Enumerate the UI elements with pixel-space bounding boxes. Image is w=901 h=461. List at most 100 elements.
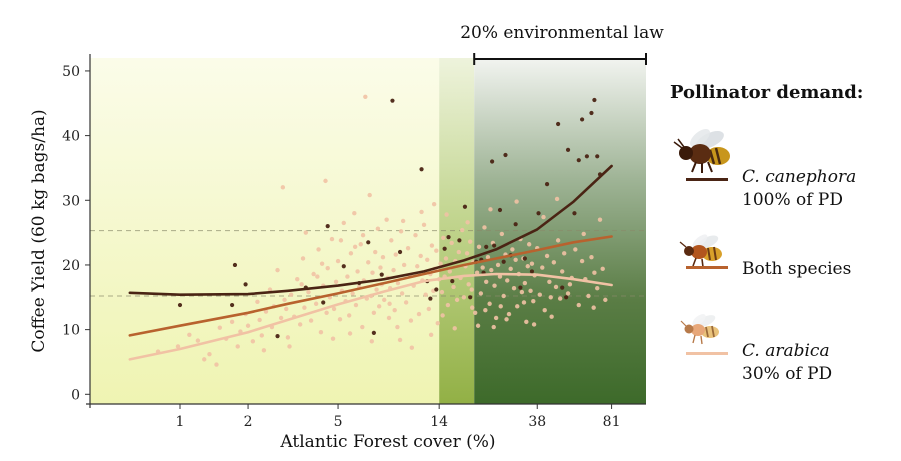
data-point [572,211,577,216]
data-point [490,159,495,164]
data-point [380,254,386,260]
data-point [318,330,324,335]
data-point [341,264,346,269]
data-point [295,276,300,282]
data-point [434,287,439,292]
data-point [488,207,493,212]
legend-pd-arabica: 30% of PD [742,364,833,384]
data-point [472,310,478,316]
data-point [308,318,314,323]
data-point [491,324,496,330]
data-point [352,244,358,250]
data-point [506,311,512,317]
data-point [439,289,445,295]
data-point [521,300,527,305]
data-point [573,247,578,252]
data-point [560,269,565,274]
data-point [440,313,445,318]
data-point [482,225,487,230]
data-point [348,251,354,256]
data-point [245,323,251,328]
data-point [202,357,207,362]
data-point [175,344,181,349]
data-point [513,257,518,262]
data-point [321,300,326,305]
legend-species-both: Both species [742,259,852,279]
data-point [544,182,550,187]
data-point [551,260,557,265]
y-axis-label: Coffee Yield (60 kg bags/ha) [29,109,49,352]
data-point [443,256,449,261]
data-point [280,185,286,190]
data-point [442,246,447,251]
data-point [195,338,201,343]
data-point [595,154,600,159]
y-tick-label: 20 [62,258,80,274]
data-point [401,262,407,268]
data-point [561,251,567,256]
data-point [441,235,446,240]
data-point [524,319,529,325]
data-point [497,207,503,213]
data-point [478,291,484,296]
data-point [456,249,462,255]
data-point [492,283,497,288]
data-point [592,270,597,275]
x-tick-label: 2 [244,414,253,430]
data-point [589,110,594,116]
data-point [350,291,355,296]
data-point [285,335,291,340]
data-point [319,261,325,266]
data-point [501,259,506,264]
data-point [390,98,395,103]
data-point [232,262,238,268]
data-point [581,231,586,237]
legend-species-canephora: C. canephora [742,167,857,187]
data-point [547,279,552,284]
x-tick-label: 81 [603,414,621,430]
x-tick-label: 38 [528,414,546,430]
data-point [425,257,430,262]
data-point [556,121,561,127]
data-point [457,238,462,243]
data-point [311,271,316,277]
data-point [419,167,424,172]
data-point [504,317,509,322]
data-point [515,304,520,309]
legend-label-canephora: C. canephora 100% of PD [742,166,856,212]
data-point [375,226,381,231]
data-point [325,224,330,229]
data-point [522,256,527,261]
data-point [469,287,474,292]
data-point [395,324,400,330]
data-point [416,311,422,317]
data-point [399,291,405,296]
legend-species-arabica: C. arabica [742,341,830,361]
data-point [529,269,535,274]
data-point [451,284,456,290]
data-point [366,260,371,265]
data-point [287,344,292,349]
data-point [418,253,423,259]
data-point [338,238,344,243]
data-point [595,286,600,291]
data-point [576,158,581,163]
y-tick-label: 0 [71,387,80,403]
data-point [434,248,439,253]
data-point [413,233,418,238]
data-point [495,262,501,268]
x-tick-label: 14 [430,414,448,430]
data-point [586,293,591,299]
data-point [501,293,506,299]
data-point [484,244,489,249]
data-point [306,289,311,295]
data-point [589,254,594,260]
data-point [403,300,409,305]
data-point [387,301,392,306]
data-point [449,240,454,246]
data-point [531,298,536,304]
data-point [460,227,465,233]
data-point [235,344,240,349]
law-annotation: 20% environmental law [460,23,664,65]
